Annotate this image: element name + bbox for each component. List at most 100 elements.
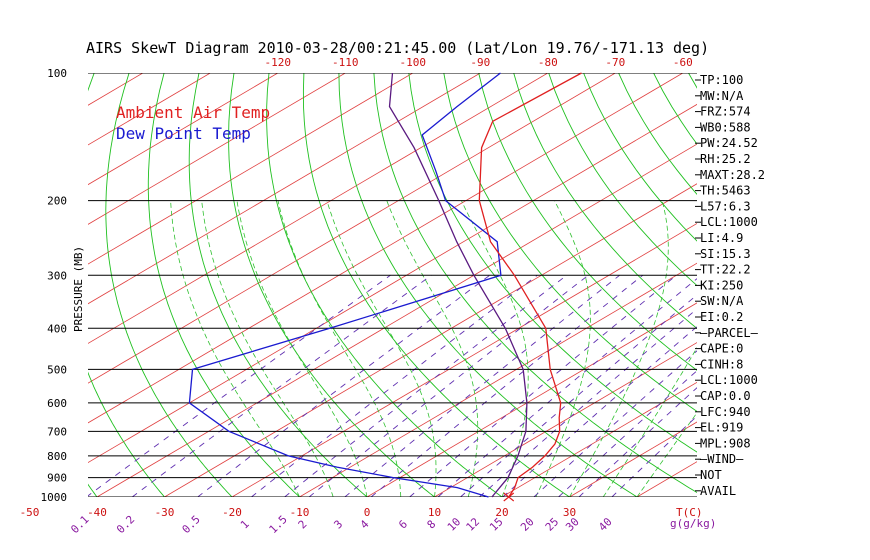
mixing-ratio-tick-label: 8: [425, 518, 439, 532]
mixing-ratio-line: [251, 274, 538, 497]
isotherm-line: [231, 223, 697, 497]
pressure-tick-label: 200: [47, 195, 67, 208]
index-value: —PARCEL—: [700, 326, 759, 340]
parcel-curve: [388, 72, 528, 498]
mixing-ratio-line: [344, 274, 620, 497]
moist-adiabat-line: [535, 200, 591, 497]
mixing-ratio-tick-label: 4: [358, 517, 372, 531]
isotherm-line: [88, 103, 697, 464]
bottom-temp-tick-label: -40: [87, 506, 107, 519]
isotherm-line: [88, 73, 549, 344]
index-value: NOT: [700, 468, 722, 482]
mixing-ratio-tick-label: 1.5: [267, 513, 290, 536]
isotherm-line: [88, 73, 346, 225]
isotherm-line: [96, 143, 697, 497]
top-temp-tick-label: -80: [538, 56, 558, 69]
isotherm-line: [569, 421, 697, 497]
pressure-tick-label: 300: [47, 269, 67, 282]
dry-adiabat-line: [373, 73, 697, 494]
isotherm-line: [88, 73, 279, 186]
pressure-tick-label: 700: [47, 425, 67, 438]
isotherm-line: [772, 73, 870, 497]
bottom-temp-tick-label: 0: [364, 506, 371, 519]
x-axis-unit-label: T(C): [676, 506, 703, 519]
mixing-ratio-tick-label: 0.5: [180, 513, 203, 536]
dry-adiabat-line: [0, 73, 30, 497]
legend-dew-point-temp: Dew Point Temp: [116, 124, 251, 143]
dry-adiabat-line: [653, 73, 697, 145]
bottom-temp-tick-label: 30: [563, 506, 576, 519]
mixing-ratio-tick-label: 3: [331, 518, 345, 532]
index-value: AVAIL: [700, 484, 736, 498]
pressure-tick-label: 900: [47, 472, 67, 485]
index-value: WB0:588: [700, 120, 751, 134]
dry-adiabat-line: [147, 73, 300, 497]
isotherm-line: [88, 73, 616, 384]
index-value: —WIND—: [700, 452, 744, 466]
index-value: LI:4.9: [700, 231, 743, 245]
dry-adiabat-line: [443, 73, 697, 412]
index-value: TT:22.2: [700, 263, 751, 277]
mixing-ratio-line: [409, 274, 677, 497]
top-temp-tick-label: -70: [605, 56, 625, 69]
index-value: MW:N/A: [700, 89, 744, 103]
isotherm-line: [164, 183, 697, 497]
dry-adiabat-line: [338, 73, 638, 497]
index-value: EL:919: [700, 421, 743, 435]
dry-adiabat-line: [513, 73, 697, 330]
index-value: PW:24.52: [700, 136, 758, 150]
isotherm-line: [88, 73, 414, 265]
moist-adiabat-line: [386, 200, 479, 497]
mixing-ratio-line: [479, 308, 697, 497]
moist-adiabat-line: [201, 200, 334, 497]
isotherm-line: [299, 262, 697, 497]
index-value: SI:15.3: [700, 247, 751, 261]
isotherm-line: [88, 73, 211, 146]
mixing-ratio-tick-label: 12: [464, 515, 483, 534]
dry-adiabat-line: [228, 73, 435, 497]
isotherm-line: [0, 73, 8, 497]
index-value: MAXT:28.2: [700, 168, 765, 182]
dry-adiabat-line: [302, 73, 570, 497]
bottom-temp-tick-label: 10: [428, 506, 441, 519]
pressure-tick-label: 1000: [41, 491, 68, 504]
legend-ambient-air-temp: Ambient Air Temp: [116, 103, 270, 122]
mixing-ratio-tick-label: 20: [518, 515, 537, 534]
dry-adiabat-line: [758, 73, 870, 497]
mixing-ratio-tick-label: 1: [238, 518, 252, 532]
top-temp-tick-label: -120: [265, 56, 292, 69]
isotherm-line: [501, 381, 697, 497]
dry-adiabat-line: [408, 73, 697, 453]
moist-adiabat-line: [236, 200, 368, 497]
profile-curves: [188, 72, 582, 502]
bottom-temp-tick-label: -10: [290, 506, 310, 519]
index-value: L57:6.3: [700, 199, 751, 213]
bottom-temp-tick-label: -50: [20, 506, 40, 519]
dry-adiabat-line: [478, 73, 697, 371]
index-value: TH:5463: [700, 184, 751, 198]
index-value: MPL:908: [700, 436, 751, 450]
moist-adiabat-line: [636, 412, 697, 497]
moist-adiabat-line: [326, 200, 437, 497]
index-value: CINH:8: [700, 357, 743, 371]
mixing-ratio-line: [197, 274, 490, 497]
dewpoint-curve: [188, 72, 502, 498]
isotherm-line: [88, 73, 684, 424]
mixing-ratio-tick-label: 2: [296, 518, 310, 532]
dry-adiabat-line: [548, 73, 697, 287]
dry-adiabat-line: [266, 73, 503, 497]
index-value: CAP:0.0: [700, 389, 751, 403]
index-value: SW:N/A: [700, 294, 744, 308]
dry-adiabat-line: [828, 73, 870, 497]
index-value: LCL:1000: [700, 215, 758, 229]
mixing-ratio-tick-label: 25: [543, 515, 562, 534]
y-axis-label: PRESSURE (MB): [72, 246, 85, 332]
dry-adiabat-line: [88, 73, 165, 497]
index-value: LCL:1000: [700, 373, 758, 387]
mixing-ratio-line: [308, 274, 589, 497]
pressure-tick-label: 500: [47, 363, 67, 376]
bottom-temp-tick-label: -20: [222, 506, 242, 519]
